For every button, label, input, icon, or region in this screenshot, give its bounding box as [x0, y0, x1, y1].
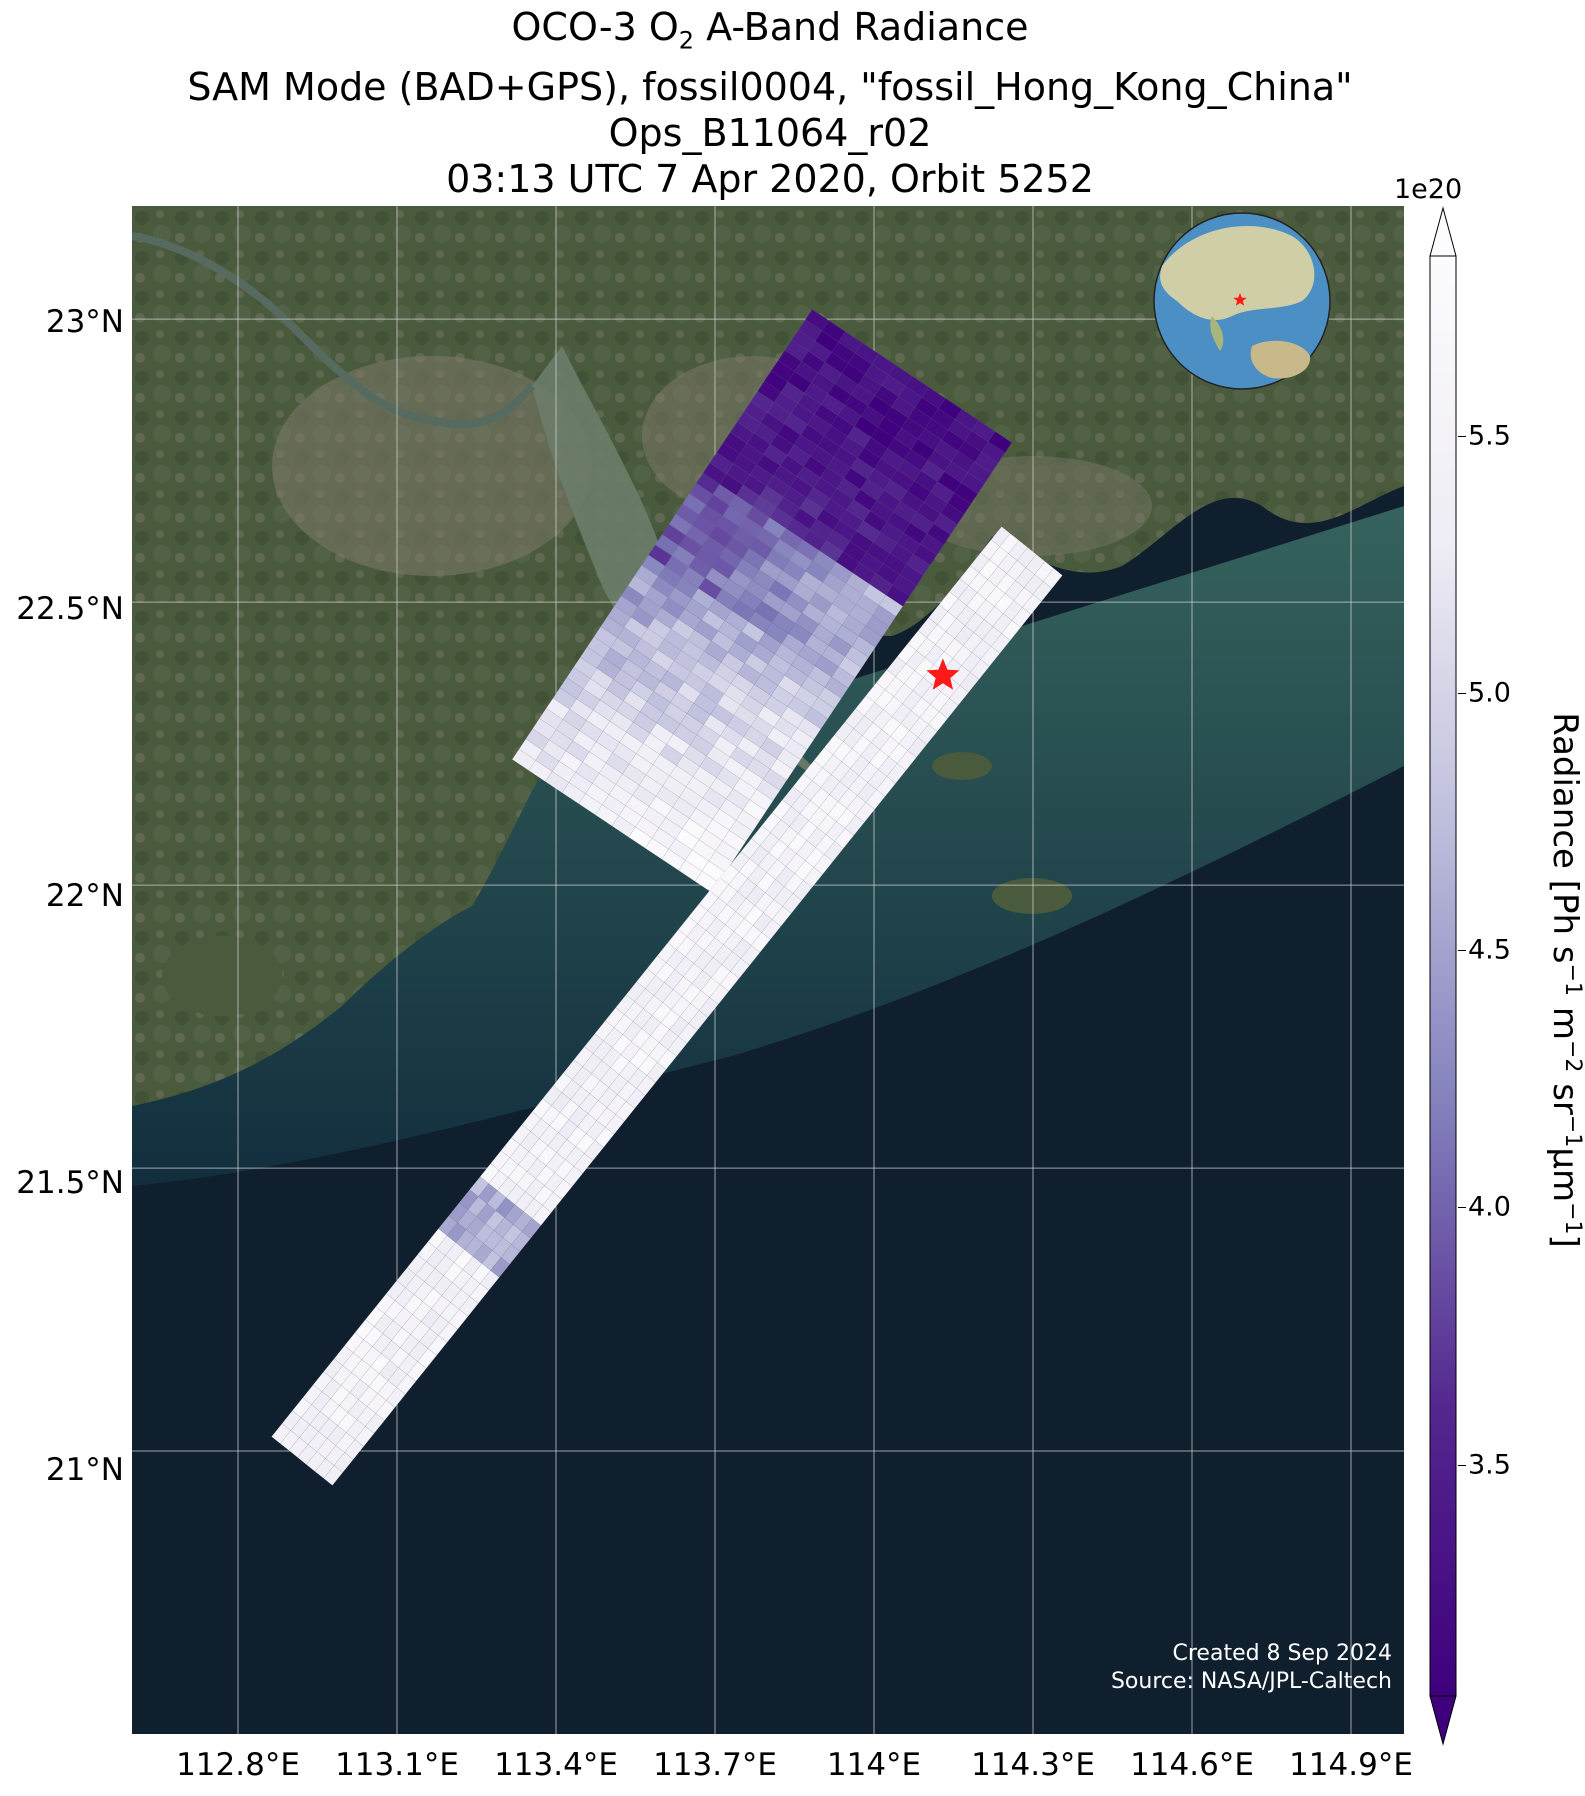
globe-star-icon	[1233, 293, 1247, 306]
globe-landmass-indochina	[1210, 316, 1224, 351]
river-channel	[132, 232, 536, 429]
chart-title: OCO-3 O2 A-Band Radiance SAM Mode (BAD+G…	[0, 4, 1540, 202]
island	[932, 752, 992, 780]
island	[162, 936, 282, 1016]
colorbar-tick	[1458, 1207, 1466, 1209]
colorbar-tick-label: 4.0	[1468, 1191, 1511, 1223]
title-line-2: SAM Mode (BAD+GPS), fossil0004, "fossil_…	[187, 64, 1353, 109]
lat-label: 22.5°N	[16, 591, 124, 627]
colorbar-extend-bottom	[1429, 1695, 1457, 1746]
lat-label: 22°N	[45, 878, 124, 914]
colorbar-tick-label: 4.5	[1468, 934, 1511, 966]
swath-lower	[271, 526, 1063, 1486]
lon-label: 114°E	[826, 1747, 922, 1783]
colorbar-extend-top	[1429, 206, 1457, 257]
lon-label: 114.6°E	[1130, 1747, 1254, 1783]
created-date: Created 8 Sep 2024	[1172, 1641, 1393, 1666]
lon-label: 112.8°E	[176, 1747, 300, 1783]
lon-label: 114.9°E	[1289, 1747, 1413, 1783]
lat-label: 21°N	[45, 1452, 124, 1488]
island	[992, 878, 1072, 914]
radiance-footprint	[1043, 568, 1063, 589]
lon-label: 114.3°E	[971, 1747, 1095, 1783]
source-credit: Source: NASA/JPL-Caltech	[1110, 1669, 1392, 1694]
river-estuary	[532, 346, 832, 786]
colorbar	[1429, 206, 1457, 1746]
title-line-1: OCO-3 O2 A-Band Radiance	[511, 5, 1029, 55]
lon-label: 113.4°E	[494, 1747, 618, 1783]
lat-label: 21.5°N	[16, 1165, 124, 1201]
colorbar-body	[1429, 255, 1457, 1697]
globe-landmass-australia	[1250, 340, 1311, 379]
credits: Created 8 Sep 2024 Source: NASA/JPL-Calt…	[1111, 1640, 1392, 1696]
colorbar-tick	[1458, 950, 1466, 952]
colorbar-tick-label: 5.5	[1468, 420, 1511, 452]
lon-label: 113.7°E	[653, 1747, 777, 1783]
colorbar-tick	[1458, 1464, 1466, 1466]
colorbar-label: Radiance [Ph s−1 m−2 sr−1μm−1]	[1544, 712, 1585, 1248]
colorbar-tick-label: 3.5	[1468, 1449, 1511, 1481]
colorbar-tick	[1458, 693, 1466, 695]
map-panel	[132, 206, 1404, 1734]
swath-upper	[511, 309, 1013, 893]
lat-label: 23°N	[45, 304, 124, 340]
radiance-footprint	[988, 431, 1013, 454]
colorbar-tick-label: 5.0	[1468, 677, 1511, 709]
globe-landmass-asia	[1160, 226, 1315, 321]
lon-label: 113.1°E	[335, 1747, 459, 1783]
colorbar-tick	[1458, 436, 1466, 437]
inset-globe	[1153, 212, 1331, 390]
colorbar-exponent: 1e20	[1394, 174, 1463, 205]
target-star-icon	[926, 658, 960, 690]
map-canvas	[132, 206, 1404, 1734]
title-line-3: Ops_B11064_r02	[608, 110, 932, 155]
title-line-4: 03:13 UTC 7 Apr 2020, Orbit 5252	[446, 156, 1094, 201]
